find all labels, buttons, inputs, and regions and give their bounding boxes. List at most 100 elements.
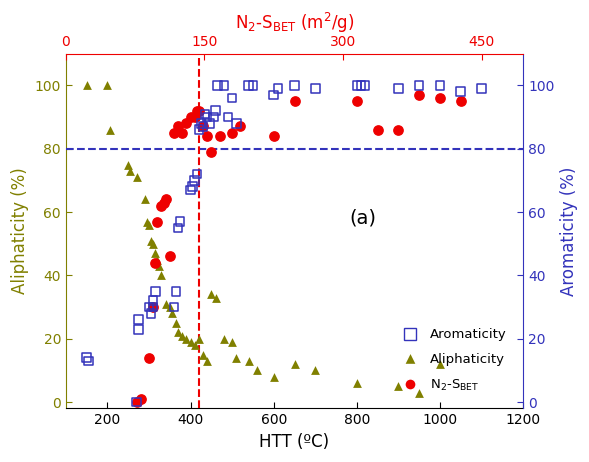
Point (147, 237, 156, 244)
Point (151, 287, 160, 295)
Point (169, 129, 178, 137)
Point (215, 132, 224, 140)
Point (194, 107, 204, 115)
Point (435, 82, 445, 89)
Point (186, 338, 196, 346)
Point (227, 94, 237, 102)
Y-axis label: Aromaticity (%): Aromaticity (%) (560, 166, 578, 296)
Point (211, 107, 220, 115)
Point (173, 123, 183, 130)
Point (373, 126, 382, 134)
Point (102, 82, 112, 89)
Point (415, 82, 424, 89)
Point (173, 329, 183, 336)
Point (198, 123, 208, 130)
Point (153, 256, 162, 263)
Point (132, 398, 141, 406)
Point (190, 113, 200, 121)
Point (209, 113, 218, 121)
Point (290, 82, 299, 89)
Point (393, 126, 403, 134)
Point (227, 129, 237, 137)
Point (415, 91, 424, 98)
Point (148, 304, 158, 311)
Point (207, 291, 216, 298)
Point (227, 338, 237, 346)
Point (124, 161, 133, 168)
Point (165, 253, 174, 260)
Point (352, 379, 362, 387)
Point (415, 389, 424, 396)
Point (136, 395, 145, 403)
Point (435, 360, 445, 368)
Point (456, 97, 465, 105)
Point (105, 126, 114, 134)
Point (176, 218, 185, 225)
Point (190, 176, 200, 184)
Point (204, 120, 214, 127)
Point (171, 287, 181, 295)
Point (273, 85, 283, 92)
Point (188, 183, 197, 190)
Point (140, 196, 150, 203)
Point (157, 272, 166, 279)
Point (132, 398, 141, 406)
Point (82, 82, 91, 89)
Point (194, 335, 204, 342)
Point (477, 85, 487, 92)
Point (252, 367, 262, 374)
Point (290, 360, 299, 368)
Point (169, 304, 178, 311)
Point (269, 373, 279, 381)
Point (244, 82, 253, 89)
Point (132, 174, 141, 181)
Legend: Aromaticity, Aliphaticity, N$_2$-S$_\mathrm{BET}$: Aromaticity, Aliphaticity, N$_2$-S$_\mat… (392, 323, 512, 398)
Point (192, 107, 201, 115)
Point (186, 186, 196, 194)
Point (456, 88, 465, 95)
Point (159, 199, 168, 206)
Point (393, 383, 403, 390)
Point (177, 332, 187, 339)
Point (134, 316, 143, 323)
Point (134, 326, 143, 333)
Point (182, 120, 191, 127)
Point (211, 294, 220, 301)
Point (82, 354, 91, 361)
Point (144, 354, 154, 361)
Point (310, 367, 320, 374)
Point (244, 357, 253, 365)
Point (435, 94, 445, 102)
Point (148, 304, 158, 311)
Point (177, 129, 187, 137)
Point (148, 240, 158, 248)
Point (173, 224, 183, 231)
Point (153, 218, 162, 225)
Point (194, 126, 204, 134)
Point (198, 123, 208, 130)
Point (213, 82, 222, 89)
Point (269, 132, 279, 140)
Point (352, 97, 362, 105)
Point (200, 110, 210, 117)
Point (144, 304, 154, 311)
Point (144, 221, 154, 228)
Point (161, 196, 170, 203)
Y-axis label: Aliphaticity (%): Aliphaticity (%) (11, 168, 29, 294)
Point (186, 113, 196, 121)
Point (203, 357, 212, 365)
Point (151, 259, 160, 267)
Point (161, 300, 170, 308)
Point (231, 120, 241, 127)
Point (157, 202, 166, 209)
Point (223, 113, 233, 121)
Point (248, 82, 257, 89)
Point (360, 82, 370, 89)
Point (207, 148, 216, 156)
Point (231, 354, 241, 361)
Point (203, 113, 212, 121)
Point (148, 297, 158, 304)
Point (192, 170, 201, 178)
Point (198, 351, 208, 359)
Point (142, 218, 151, 225)
